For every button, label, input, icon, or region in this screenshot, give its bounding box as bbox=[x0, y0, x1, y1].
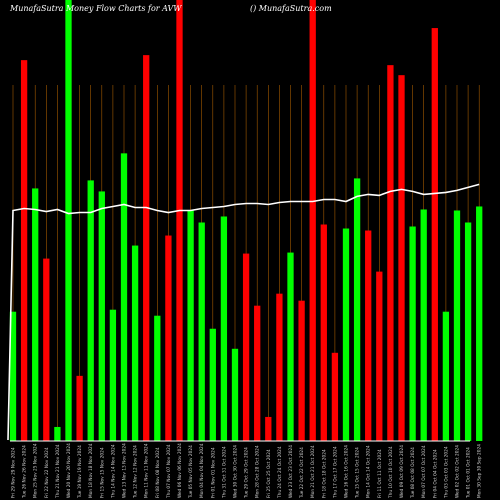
x-tick-label: Mon 14 Oct 14 Oct 2024 bbox=[366, 445, 372, 498]
money-flow-bar bbox=[387, 65, 394, 442]
money-flow-bar bbox=[165, 235, 172, 441]
money-flow-bar bbox=[331, 352, 339, 441]
x-tick-label: Thu 03 Oct 03 Oct 2024 bbox=[443, 446, 449, 499]
x-tick-label: Wed 13 Nov 13 Nov 2024 bbox=[122, 443, 128, 498]
x-tick-label: Wed 23 Oct 23 Oct 2024 bbox=[288, 445, 294, 498]
x-tick-label: Wed 30 Oct 30 Oct 2024 bbox=[233, 445, 239, 498]
money-flow-bar bbox=[409, 226, 416, 441]
money-flow-bar bbox=[265, 416, 272, 441]
x-tick-label: Fri 04 Oct 04 Oct 2024 bbox=[432, 449, 438, 498]
money-flow-bar bbox=[120, 153, 128, 441]
money-flow-bar bbox=[442, 311, 450, 441]
money-flow-bar bbox=[365, 230, 372, 441]
money-flow-bar bbox=[43, 258, 50, 441]
chart-title-left: MunafaSutra Money Flow Charts for AVW bbox=[9, 4, 182, 13]
x-tick-label: Tue 29 Oct 29 Oct 2024 bbox=[244, 447, 250, 499]
bar-series bbox=[9, 0, 483, 442]
x-tick-label: Fri 08 Nov 08 Nov 2024 bbox=[155, 447, 161, 498]
x-tick-label: Mon 21 Oct 21 Oct 2024 bbox=[310, 445, 316, 498]
x-tick-label: Fri 25 Oct 25 Oct 2024 bbox=[266, 449, 272, 498]
x-tick-label: Mon 18 Nov 18 Nov 2024 bbox=[88, 443, 94, 498]
money-flow-bar bbox=[131, 245, 139, 441]
money-flow-bar bbox=[154, 315, 161, 441]
x-tick-label: Mon 28 Oct 28 Oct 2024 bbox=[255, 445, 261, 498]
x-tick-label: Tue 22 Oct 22 Oct 2024 bbox=[299, 447, 305, 499]
money-flow-bar bbox=[209, 328, 216, 441]
x-tick-label: Tue 05 Nov 05 Nov 2024 bbox=[188, 445, 194, 499]
x-tick-label: Wed 09 Oct 09 Oct 2024 bbox=[399, 445, 405, 498]
x-tick-label: Mon 07 Oct 07 Oct 2024 bbox=[421, 445, 427, 498]
x-tick-label: Thu 14 Nov 14 Nov 2024 bbox=[110, 444, 116, 499]
x-tick-label: Tue 12 Nov 12 Nov 2024 bbox=[133, 445, 139, 499]
chart-title-right: () MunafaSutra.com bbox=[250, 4, 332, 13]
money-flow-bar bbox=[464, 222, 472, 441]
x-tick-label: Fri 22 Nov 22 Nov 2024 bbox=[44, 447, 50, 498]
x-tick-label: Fri 01 Nov 01 Nov 2024 bbox=[210, 447, 216, 498]
money-flow-bar bbox=[65, 0, 72, 441]
x-tick-label: Wed 16 Oct 16 Oct 2024 bbox=[344, 445, 350, 498]
x-tick-label: Fri 29 Nov 29 Nov 2024 bbox=[11, 447, 17, 498]
money-flow-bar bbox=[298, 300, 305, 441]
x-tick-label: Tue 26 Nov 26 Nov 2024 bbox=[22, 445, 28, 499]
x-tick-label: Mon 25 Nov 25 Nov 2024 bbox=[33, 443, 39, 498]
money-flow-bar bbox=[287, 252, 294, 441]
money-flow-bar bbox=[431, 28, 438, 442]
money-flow-bar bbox=[220, 216, 228, 441]
money-flow-bar bbox=[54, 426, 61, 441]
money-flow-bar bbox=[309, 0, 316, 441]
x-tick-label: Thu 31 Oct 31 Oct 2024 bbox=[221, 446, 227, 499]
money-flow-bar bbox=[9, 311, 17, 441]
money-flow-bar bbox=[87, 180, 94, 441]
money-flow-bar bbox=[320, 224, 327, 441]
x-tick-label: Thu 24 Oct 24 Oct 2024 bbox=[277, 446, 283, 499]
money-flow-bar bbox=[398, 75, 405, 442]
x-tick-label: Tue 19 Nov 19 Nov 2024 bbox=[77, 445, 83, 499]
x-tick-label: Tue 15 Oct 15 Oct 2024 bbox=[355, 447, 361, 499]
money-flow-bar bbox=[32, 188, 39, 441]
money-flow-bar bbox=[342, 228, 350, 441]
money-flow-bar bbox=[98, 191, 105, 441]
money-flow-line bbox=[7, 183, 480, 441]
x-tick-label: Fri 18 Oct 18 Oct 2024 bbox=[321, 449, 327, 498]
x-tick-label: Wed 06 Nov 06 Nov 2024 bbox=[177, 443, 183, 498]
money-flow-bar bbox=[242, 253, 250, 441]
x-tick-label: Thu 10 Oct 10 Oct 2024 bbox=[388, 446, 394, 499]
money-flow-bar bbox=[254, 305, 261, 441]
x-tick-label: Tue 08 Oct 08 Oct 2024 bbox=[410, 447, 416, 499]
x-tick-label: Fri 15 Nov 15 Nov 2024 bbox=[99, 447, 105, 498]
x-tick-labels: Fri 29 Nov 29 Nov 2024 Tue 26 Nov 26 Nov … bbox=[11, 443, 483, 499]
money-flow-bar bbox=[143, 55, 150, 442]
x-tick-label: Fri 11 Oct 11 Oct 2024 bbox=[377, 449, 383, 498]
x-tick-label: Wed 02 Oct 02 Oct 2024 bbox=[455, 445, 461, 498]
money-flow-bar bbox=[453, 210, 461, 441]
x-tick-label: Thu 21 Nov 21 Nov 2024 bbox=[55, 444, 61, 499]
x-tick-label: Mon 04 Nov 04 Nov 2024 bbox=[199, 443, 205, 498]
money-flow-bar bbox=[176, 0, 183, 441]
x-tick-label: Wed 20 Nov 20 Nov 2024 bbox=[66, 443, 72, 498]
money-flow-bar bbox=[231, 348, 239, 441]
x-tick-label: Tue 01 Oct 01 Oct 2024 bbox=[466, 447, 472, 499]
money-flow-bar bbox=[353, 178, 361, 441]
x-tick-label: Mon 11 Nov 11 Nov 2024 bbox=[144, 443, 150, 498]
x-tick-label: Thu 07 Nov 07 Nov 2024 bbox=[166, 444, 172, 499]
money-flow-bar bbox=[276, 293, 283, 441]
money-flow-bar bbox=[198, 222, 205, 441]
x-tick-label: Mon 30 Sep 30 Sep 2024 bbox=[477, 444, 483, 498]
money-flow-bar bbox=[420, 209, 427, 441]
money-flow-bar bbox=[109, 309, 117, 441]
money-flow-bar bbox=[76, 375, 83, 441]
money-flow-bar bbox=[476, 206, 483, 441]
money-flow-bar bbox=[20, 60, 28, 441]
x-tick-label: Thu 17 Oct 17 Oct 2024 bbox=[332, 446, 338, 499]
money-flow-bar bbox=[376, 271, 383, 441]
money-flow-bar bbox=[187, 210, 194, 441]
